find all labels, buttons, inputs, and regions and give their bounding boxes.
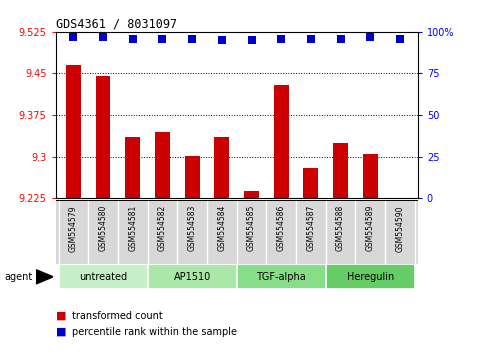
Text: GDS4361 / 8031097: GDS4361 / 8031097	[56, 18, 177, 31]
Point	[188, 36, 196, 41]
Bar	[333, 143, 348, 198]
Text: GSM554589: GSM554589	[366, 205, 375, 251]
Point	[158, 36, 166, 41]
Bar	[303, 168, 318, 198]
Text: Heregulin: Heregulin	[347, 272, 394, 282]
Bar	[326, 264, 415, 289]
Bar	[363, 154, 378, 198]
Point	[396, 36, 404, 41]
Text: GSM554588: GSM554588	[336, 205, 345, 251]
Bar	[58, 264, 148, 289]
Bar	[244, 191, 259, 198]
Text: ■: ■	[56, 327, 66, 337]
Bar	[155, 132, 170, 198]
Text: GSM554590: GSM554590	[396, 205, 404, 252]
Point	[129, 36, 137, 41]
Text: agent: agent	[5, 272, 33, 282]
Text: untreated: untreated	[79, 272, 127, 282]
Point	[367, 34, 374, 40]
Text: TGF-alpha: TGF-alpha	[256, 272, 306, 282]
Text: GSM554586: GSM554586	[277, 205, 286, 251]
Bar	[125, 137, 140, 198]
Text: GSM554579: GSM554579	[69, 205, 78, 252]
Bar	[96, 76, 111, 198]
Text: GSM554581: GSM554581	[128, 205, 137, 251]
Point	[70, 34, 77, 40]
Bar	[185, 155, 199, 198]
Bar	[237, 264, 326, 289]
Text: AP1510: AP1510	[173, 272, 211, 282]
Bar	[274, 85, 289, 198]
Text: GSM554583: GSM554583	[187, 205, 197, 251]
Bar	[214, 137, 229, 198]
Point	[99, 34, 107, 40]
Point	[248, 37, 256, 43]
Point	[337, 36, 344, 41]
Text: GSM554582: GSM554582	[158, 205, 167, 251]
Bar	[148, 264, 237, 289]
Point	[218, 37, 226, 43]
Text: GSM554587: GSM554587	[306, 205, 315, 251]
Text: transformed count: transformed count	[72, 311, 163, 321]
Text: GSM554584: GSM554584	[217, 205, 227, 251]
Point	[277, 36, 285, 41]
Text: percentile rank within the sample: percentile rank within the sample	[72, 327, 238, 337]
Text: GSM554580: GSM554580	[99, 205, 108, 251]
Point	[307, 36, 315, 41]
Text: GSM554585: GSM554585	[247, 205, 256, 251]
Bar	[66, 65, 81, 198]
Polygon shape	[36, 270, 53, 284]
Text: ■: ■	[56, 311, 66, 321]
